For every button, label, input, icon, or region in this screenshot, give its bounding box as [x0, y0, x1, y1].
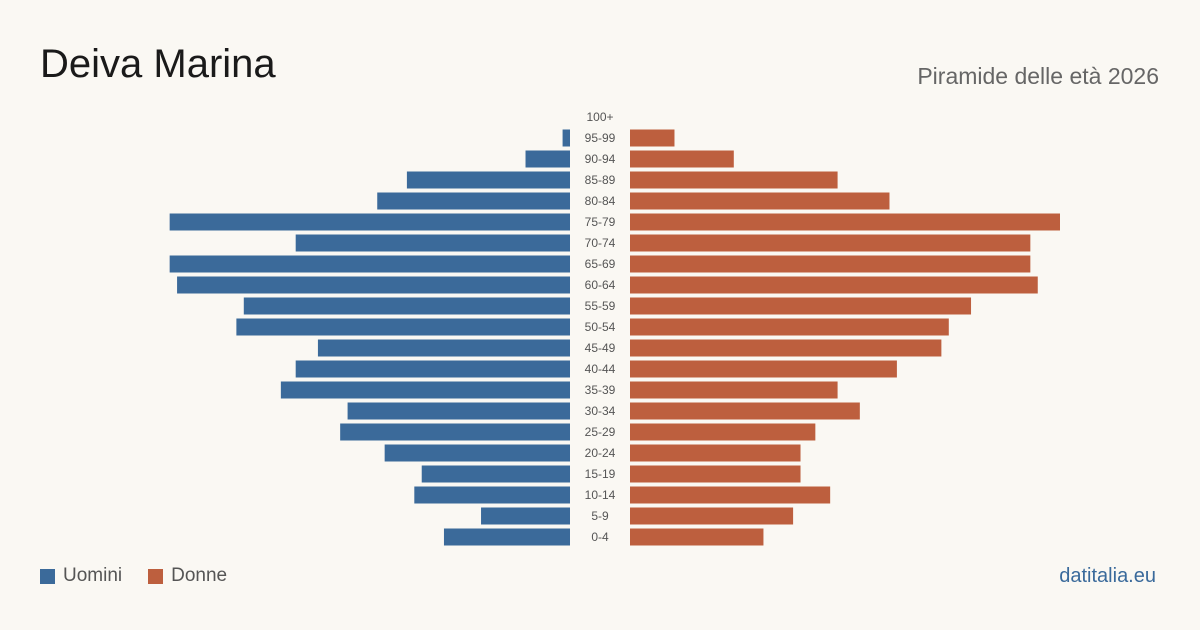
bar-men-95-99 [562, 129, 570, 147]
bar-women-80-84 [630, 192, 890, 210]
bar-women-20-24 [630, 444, 801, 462]
bar-women-70-74 [630, 234, 1031, 252]
bar-women-10-14 [630, 486, 831, 504]
bar-women-25-29 [630, 423, 816, 441]
brand-link[interactable]: datitalia.eu [1059, 565, 1156, 587]
bar-men-40-44 [295, 360, 570, 378]
chart-subtitle: Piramide delle età 2026 [917, 63, 1159, 89]
bar-women-30-34 [630, 402, 860, 420]
chart-legend: Uomini Donne [40, 565, 253, 587]
age-label-90-94: 90-94 [585, 152, 616, 166]
bar-women-15-19 [630, 465, 801, 483]
bar-women-5-9 [630, 507, 794, 525]
age-label-0-4: 0-4 [591, 530, 609, 544]
bar-women-40-44 [630, 360, 897, 378]
age-label-60-64: 60-64 [585, 278, 616, 292]
age-label-30-34: 30-34 [585, 404, 616, 418]
population-pyramid-chart: 100+ 95-99 90-94 85-89 80-84 75-79 70-74 65-69 6… [169, 110, 1060, 546]
bar-men-85-89 [406, 171, 570, 189]
bar-men-25-29 [340, 423, 570, 441]
bar-men-20-24 [384, 444, 570, 462]
legend-item-men: Uomini [40, 565, 122, 587]
bar-women-85-89 [630, 171, 838, 189]
legend-label-women: Donne [171, 565, 228, 586]
bar-women-55-59 [630, 297, 972, 315]
bar-women-0-4 [630, 528, 764, 546]
age-label-75-79: 75-79 [585, 215, 616, 229]
bar-men-55-59 [243, 297, 571, 315]
bar-men-50-54 [236, 318, 570, 336]
bar-women-75-79 [630, 213, 1060, 231]
age-label-5-9: 5-9 [591, 509, 609, 523]
bar-women-65-69 [630, 255, 1031, 273]
bar-men-15-19 [421, 465, 570, 483]
bar-men-65-69 [169, 255, 571, 273]
bar-women-35-39 [630, 381, 838, 399]
age-label-80-84: 80-84 [585, 194, 616, 208]
bar-men-60-64 [177, 276, 570, 294]
age-label-35-39: 35-39 [585, 383, 616, 397]
bar-men-70-74 [295, 234, 570, 252]
age-label-45-49: 45-49 [585, 341, 616, 355]
bar-men-0-4 [443, 528, 570, 546]
age-label-50-54: 50-54 [585, 320, 616, 334]
bar-women-95-99 [630, 129, 675, 147]
bar-women-90-94 [630, 150, 734, 168]
age-label-95-99: 95-99 [585, 131, 616, 145]
legend-item-women: Donne [148, 565, 227, 587]
bar-women-45-49 [630, 339, 942, 357]
bar-men-5-9 [481, 507, 570, 525]
age-label-65-69: 65-69 [585, 257, 616, 271]
age-label-55-59: 55-59 [585, 299, 616, 313]
bar-women-60-64 [630, 276, 1038, 294]
age-label-15-19: 15-19 [585, 467, 616, 481]
bar-men-10-14 [414, 486, 570, 504]
bar-men-90-94 [525, 150, 570, 168]
bar-men-35-39 [280, 381, 570, 399]
bar-men-80-84 [377, 192, 570, 210]
age-label-85-89: 85-89 [585, 173, 616, 187]
legend-label-men: Uomini [63, 565, 123, 586]
age-label-40-44: 40-44 [585, 362, 616, 376]
bar-women-50-54 [630, 318, 949, 336]
legend-swatch-women [148, 568, 164, 584]
page-title: Deiva Marina [40, 42, 276, 86]
bar-men-30-34 [347, 402, 570, 420]
bar-men-75-79 [169, 213, 571, 231]
age-label-20-24: 20-24 [585, 446, 616, 460]
age-label-70-74: 70-74 [585, 236, 616, 250]
bar-men-45-49 [317, 339, 570, 357]
legend-swatch-men [40, 568, 55, 584]
age-label-25-29: 25-29 [585, 425, 616, 439]
age-label-100plus: 100+ [586, 110, 613, 124]
age-label-10-14: 10-14 [585, 488, 616, 502]
